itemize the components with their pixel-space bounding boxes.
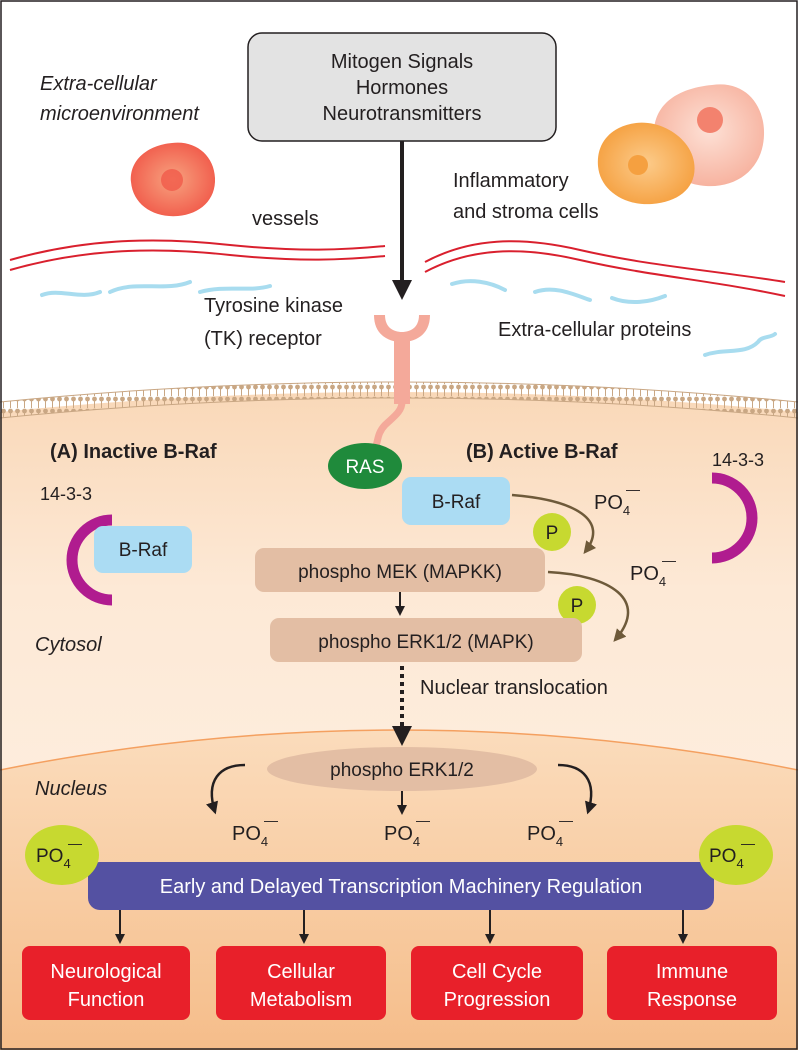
inflammatory-cells-icon (597, 84, 765, 205)
svg-text:—: — (741, 835, 755, 851)
vessel-left (9, 239, 386, 271)
phosphorylation-arrow-mek (511, 493, 597, 554)
inactive-title: (A) Inactive B-Raf (50, 441, 217, 463)
signal-line-3: Neurotransmitters (323, 103, 482, 125)
extracellular-label-1: Extra-cellular (40, 73, 158, 95)
svg-text:—: — (68, 835, 82, 851)
extracellular-label-2: microenvironment (40, 103, 200, 125)
svg-text:PO4: PO4 (594, 492, 630, 518)
po4-label-center: PO4 — (384, 812, 430, 849)
transcription-label: Early and Delayed Transcription Machiner… (160, 876, 642, 898)
protein-1433-left-icon (66, 514, 113, 606)
outcome-immune-box (607, 946, 777, 1020)
active-title: (B) Active B-Raf (466, 441, 618, 463)
protein-1433-right-label: 14-3-3 (712, 450, 764, 470)
po4-badge-left: PO4 — (25, 825, 99, 885)
outcome-neurological-box (22, 946, 190, 1020)
outcome-cell-cycle-line1: Cell Cycle (452, 961, 542, 983)
proteins-label: Extra-cellular proteins (498, 319, 691, 341)
nucleus-label: Nucleus (35, 778, 107, 800)
receptor-label-2: (TK) receptor (204, 328, 322, 350)
extracellular-proteins-icon (40, 279, 777, 357)
svg-text:—: — (264, 812, 278, 828)
outcome-neurological-line2: Function (68, 989, 145, 1011)
po4-label-right: PO4 — (527, 812, 573, 849)
phospho-mek-label: phospho MEK (MAPKK) (298, 562, 502, 583)
braf-active-label: B-Raf (432, 492, 481, 513)
svg-text:PO4: PO4 (527, 823, 563, 849)
receptor-label-1: Tyrosine kinase (204, 295, 343, 317)
vessel-right (424, 240, 786, 297)
phospho-mek-node (255, 548, 545, 592)
svg-text:PO4: PO4 (384, 823, 420, 849)
svg-text:—: — (662, 552, 676, 568)
svg-text:—: — (416, 812, 430, 828)
svg-text:P: P (571, 596, 584, 617)
outcome-immune-line1: Immune (656, 961, 728, 983)
outcome-immune-line2: Response (647, 989, 737, 1011)
po4-badge-right: PO4 — (699, 825, 773, 885)
outcome-metabolism-line1: Cellular (267, 961, 335, 983)
svg-text:PO4: PO4 (232, 823, 268, 849)
ras-label: RAS (345, 457, 384, 478)
nuclear-phospho-erk-node (267, 747, 537, 791)
braf-active-node (402, 477, 510, 525)
phospho-erk-label: phospho ERK1/2 (MAPK) (318, 632, 533, 653)
svg-text:PO4: PO4 (36, 846, 71, 871)
vessels-label: vessels (252, 208, 319, 230)
svg-text:—: — (559, 812, 573, 828)
p-badge-mek (533, 513, 571, 551)
nuclear-arrow-right (557, 763, 597, 815)
nuclear-translocation-label: Nuclear translocation (420, 677, 608, 699)
phospho-erk-node (270, 618, 582, 662)
signal-line-2: Hormones (356, 77, 448, 99)
cytosol-label: Cytosol (35, 634, 102, 656)
phosphorylation-arrow-erk (547, 570, 630, 642)
protein-1433-right-icon (711, 472, 758, 564)
inflammatory-label-1: Inflammatory (453, 170, 569, 192)
p-badge-erk (558, 586, 596, 624)
tk-receptor-icon (372, 315, 430, 450)
svg-text:PO4: PO4 (630, 563, 666, 589)
ras-node (328, 443, 402, 489)
outcome-cell-cycle-box (411, 946, 583, 1020)
svg-text:P: P (546, 523, 559, 544)
svg-text:PO4: PO4 (709, 846, 744, 871)
braf-inactive-node (94, 526, 192, 573)
cell-membrane (0, 382, 798, 418)
po4-label-mek: PO4 — (630, 552, 676, 589)
outcome-metabolism-line2: Metabolism (250, 989, 352, 1011)
po4-label-braf: PO4 — (594, 481, 640, 518)
signal-line-1: Mitogen Signals (331, 51, 473, 73)
po4-label-left: PO4 — (232, 812, 278, 849)
outcome-neurological-line1: Neurological (50, 961, 161, 983)
outcome-metabolism-box (216, 946, 386, 1020)
outcome-cell-cycle-line2: Progression (444, 989, 551, 1011)
nuclear-arrow-left (206, 763, 246, 815)
protein-1433-left-label: 14-3-3 (40, 484, 92, 504)
braf-inactive-label: B-Raf (119, 540, 168, 561)
transcription-bar (88, 862, 714, 910)
nuclear-phospho-erk-label: phospho ERK1/2 (330, 760, 474, 781)
red-cell-icon (130, 142, 216, 217)
svg-text:—: — (626, 481, 640, 497)
inflammatory-label-2: and stroma cells (453, 201, 599, 223)
